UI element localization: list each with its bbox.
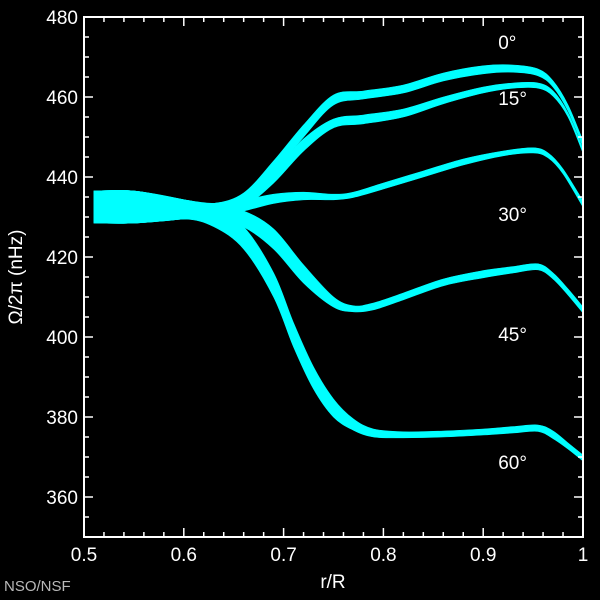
y-tick-label: 440 — [46, 168, 78, 189]
series-label-3: 45° — [498, 325, 527, 346]
x-tick-label: 0.6 — [171, 545, 197, 566]
x-axis-label: r/R — [320, 572, 345, 593]
series-label-4: 60° — [498, 453, 527, 474]
axes: 0.5 0.6 0.7 0.8 0.9 1 360 380 400 420 440 460 480 — [46, 8, 588, 566]
credit-text: NSO/NSF — [4, 578, 71, 595]
x-tick-label: 0.8 — [370, 545, 396, 566]
y-tick-label: 380 — [46, 408, 78, 429]
y-tick-label: 480 — [46, 8, 78, 29]
x-tick-label: 0.7 — [270, 545, 296, 566]
x-tick-label: 1 — [578, 545, 589, 566]
x-tick-label: 0.5 — [71, 545, 97, 566]
y-tick-label: 460 — [46, 88, 78, 109]
series-label-0: 0° — [498, 33, 516, 54]
y-tick-label: 400 — [46, 328, 78, 349]
y-tick-label: 420 — [46, 248, 78, 269]
y-tick-label: 360 — [46, 488, 78, 509]
series-labels: 0° 15° 30° 45° 60° — [498, 33, 527, 474]
series-bands — [93, 64, 584, 462]
y-axis-label: Ω/2π (nHz) — [6, 230, 27, 325]
x-tick-label: 0.9 — [470, 545, 496, 566]
series-label-2: 30° — [498, 205, 527, 226]
series-label-1: 15° — [498, 89, 527, 110]
